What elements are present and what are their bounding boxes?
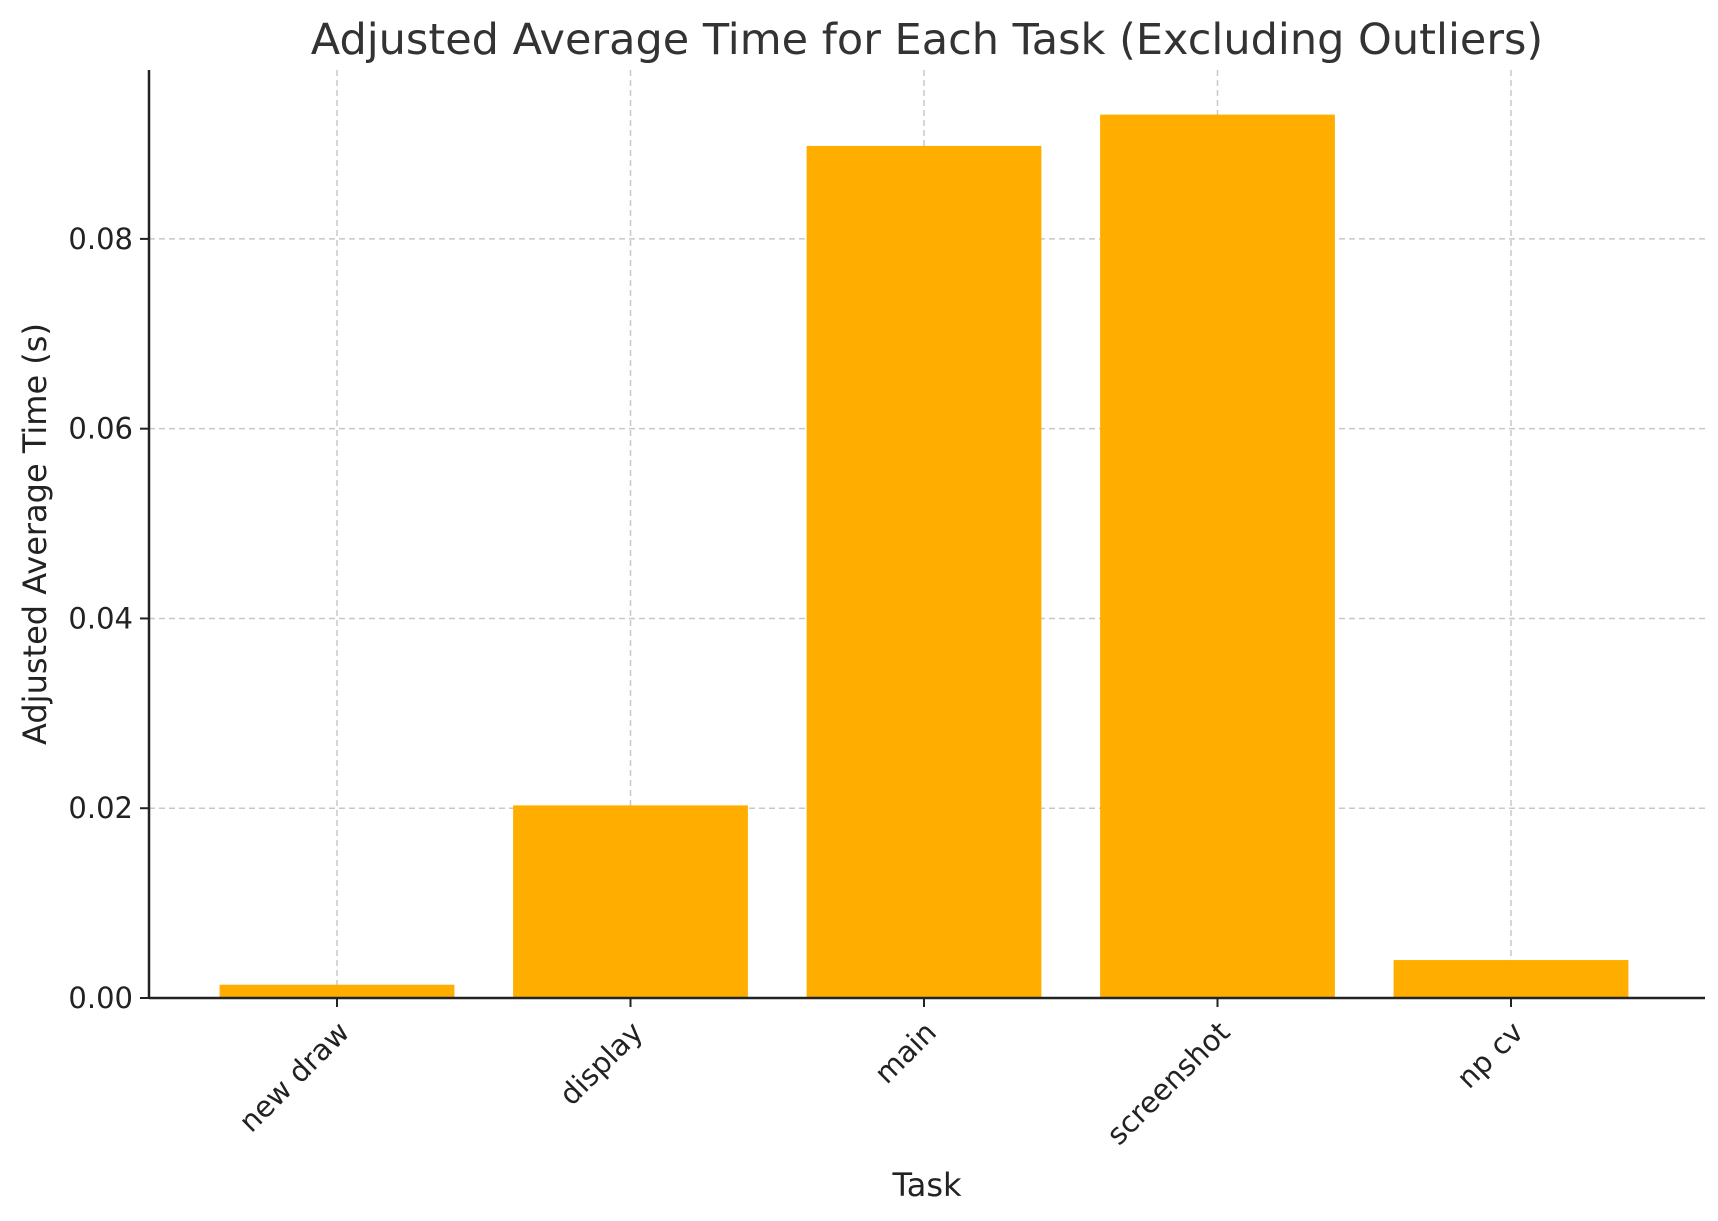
bar-np-cv xyxy=(1393,960,1629,998)
x-tick-label: new draw xyxy=(232,1015,356,1139)
y-tick-label: 0.00 xyxy=(68,981,133,1015)
x-tick-label: screenshot xyxy=(1100,1015,1236,1151)
y-tick-label: 0.04 xyxy=(68,601,133,635)
x-tick-label: np cv xyxy=(1450,1015,1530,1095)
y-tick-label: 0.08 xyxy=(68,222,133,256)
bar-new-draw xyxy=(219,984,455,998)
bar-screenshot xyxy=(1100,114,1335,998)
y-axis-label: Adjusted Average Time (s) xyxy=(16,323,54,745)
chart-title: Adjusted Average Time for Each Task (Exc… xyxy=(311,15,1543,65)
x-tick-label: display xyxy=(553,1015,650,1112)
y-tick-label: 0.02 xyxy=(68,791,133,825)
y-tick-label: 0.06 xyxy=(68,412,133,446)
x-axis-label: Task xyxy=(891,1166,962,1204)
bars xyxy=(219,114,1629,998)
axes xyxy=(147,70,1705,1000)
x-tick-label: main xyxy=(868,1015,943,1090)
bar-display xyxy=(513,805,748,998)
bar-main xyxy=(806,145,1042,998)
